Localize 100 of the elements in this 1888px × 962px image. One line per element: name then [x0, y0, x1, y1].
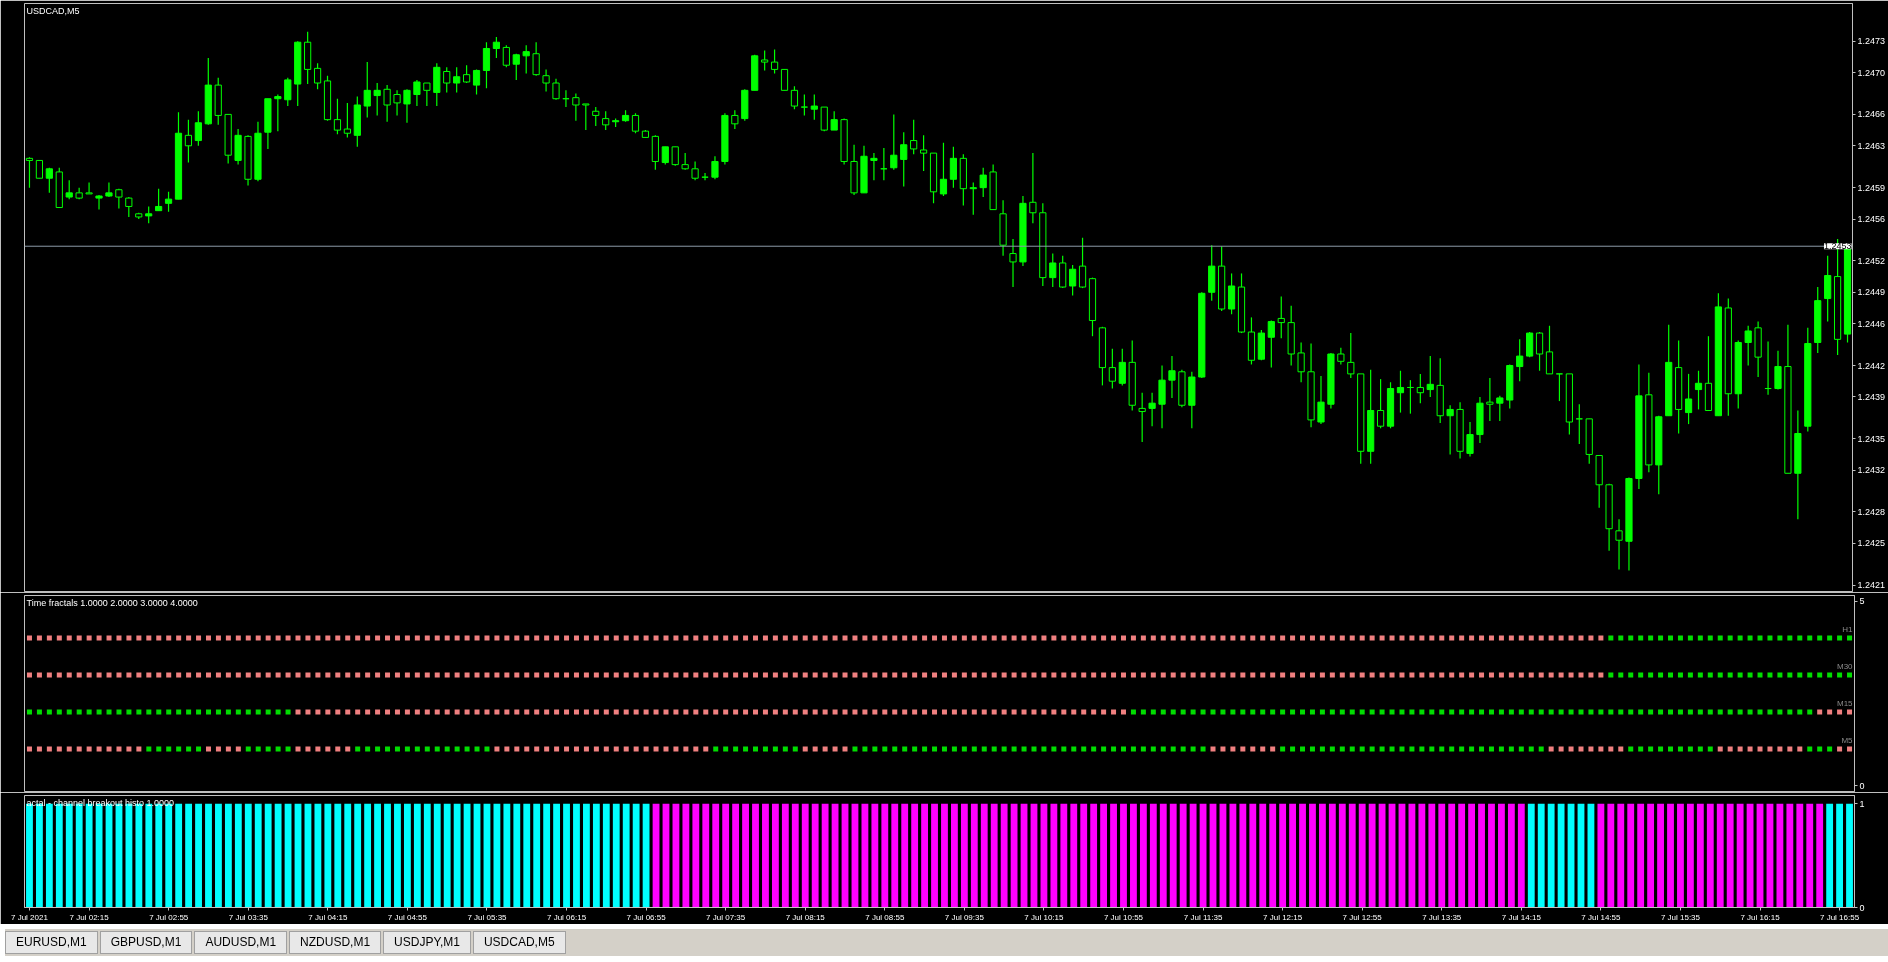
candlestick	[1555, 373, 1564, 402]
candlestick	[1029, 152, 1037, 224]
x-tick-label: 7 Jul 11:35	[1183, 912, 1223, 922]
y-tick-label: 1.2459	[1857, 182, 1886, 193]
candlestick	[383, 84, 391, 123]
candlestick	[969, 181, 977, 216]
candlestick	[1496, 395, 1504, 422]
candlestick	[770, 48, 779, 75]
candlestick	[1168, 355, 1176, 399]
y-tick-label: 1	[1859, 798, 1865, 809]
text: USDCAD,M5	[472, 931, 566, 955]
candlestick	[939, 142, 948, 197]
candlestick	[413, 79, 421, 107]
candlestick	[820, 106, 828, 132]
candlestick	[800, 93, 808, 117]
y-tick-label: 1.2446	[1857, 318, 1886, 329]
y-tick-label: 0	[1859, 780, 1865, 791]
candlestick	[502, 44, 510, 68]
candlestick	[1297, 341, 1305, 383]
candlestick	[274, 93, 282, 132]
candlestick	[423, 82, 431, 107]
candlestick	[45, 167, 53, 194]
candlestick	[790, 85, 799, 110]
candlestick	[343, 102, 351, 139]
candlestick	[582, 103, 590, 131]
text: GBPUSD,M1	[99, 931, 193, 955]
candlestick	[1078, 237, 1087, 289]
candlestick	[691, 160, 699, 181]
candlestick	[542, 68, 550, 92]
candlestick	[333, 98, 342, 135]
candlestick	[1774, 350, 1782, 391]
candlestick	[1108, 348, 1116, 390]
candlestick	[522, 44, 530, 75]
text: AUDUSD,M1	[194, 931, 288, 955]
candlestick	[85, 181, 93, 195]
x-tick-label: 7 Jul 2021	[11, 912, 49, 922]
x-tick-label: 7 Jul 16:55	[1820, 912, 1860, 922]
candlestick	[711, 155, 719, 180]
x-tick-label: 7 Jul 15:35	[1660, 912, 1701, 922]
candlestick	[105, 181, 113, 198]
candlestick	[65, 179, 73, 200]
candlestick	[492, 36, 501, 59]
x-tick-label: 7 Jul 08:55	[865, 912, 905, 922]
candlestick	[313, 62, 322, 90]
x-tick-label: 7 Jul 05:35	[467, 912, 508, 922]
candlestick	[95, 194, 103, 211]
candlestick	[1376, 378, 1385, 429]
candlestick	[1446, 404, 1454, 456]
candlestick	[1416, 373, 1424, 404]
x-tick-label: 7 Jul 10:55	[1103, 912, 1144, 922]
candlestick	[1535, 331, 1544, 372]
candlestick	[1516, 338, 1524, 382]
candlestick	[1615, 518, 1623, 571]
candlestick	[1347, 332, 1355, 379]
x-tick-label: 7 Jul 02:55	[149, 912, 189, 922]
candlestick	[532, 41, 540, 77]
candlestick	[671, 146, 679, 167]
y-tick-label: 1.2463	[1857, 140, 1886, 151]
candlestick	[602, 110, 610, 131]
y-tick-label: 0	[1859, 902, 1865, 913]
candlestick	[870, 152, 878, 181]
y-tick-label: 1.2439	[1857, 391, 1886, 402]
series-label: H1	[1842, 625, 1854, 635]
y-tick-label: 1.2466	[1857, 109, 1886, 120]
ref-line-label: 1.2453	[1823, 241, 1852, 252]
x-tick-label: 7 Jul 13:35	[1422, 912, 1462, 922]
candlestick	[373, 82, 381, 117]
x-tick-label: 7 Jul 12:55	[1342, 912, 1383, 922]
x-tick-label: 7 Jul 06:55	[626, 912, 667, 922]
candlestick	[443, 66, 451, 94]
text: EURUSD,M1	[5, 931, 98, 955]
candlestick	[830, 110, 838, 131]
series-label: M30	[1836, 662, 1854, 672]
candlestick	[1575, 403, 1583, 445]
candlestick	[482, 41, 491, 89]
candlestick	[1526, 331, 1534, 358]
candlestick	[1824, 255, 1832, 323]
candlestick	[1317, 375, 1325, 425]
x-tick-label: 7 Jul 14:55	[1581, 912, 1622, 922]
x-tick-label: 7 Jul 02:15	[69, 912, 110, 922]
candlestick	[1545, 325, 1554, 375]
candlestick	[184, 119, 193, 164]
candlestick	[1148, 392, 1156, 427]
y-tick-label: 1.2456	[1857, 214, 1886, 225]
candlestick	[761, 49, 769, 72]
chart-title: USDCAD,M5	[26, 5, 80, 16]
y-tick-label: 1.2473	[1857, 36, 1886, 47]
x-tick-label: 7 Jul 10:15	[1024, 912, 1065, 922]
candlestick	[979, 167, 987, 198]
candlestick	[512, 53, 520, 81]
candlestick	[284, 77, 292, 107]
series-label: M5	[1841, 735, 1854, 745]
candlestick	[572, 92, 580, 122]
candlestick	[910, 119, 918, 155]
candlestick	[949, 146, 958, 189]
candlestick	[552, 78, 560, 101]
candlestick	[403, 88, 411, 124]
y-tick-label: 1.2421	[1857, 580, 1886, 591]
candlestick	[1277, 295, 1285, 339]
x-tick-label: 7 Jul 03:35	[228, 912, 269, 922]
